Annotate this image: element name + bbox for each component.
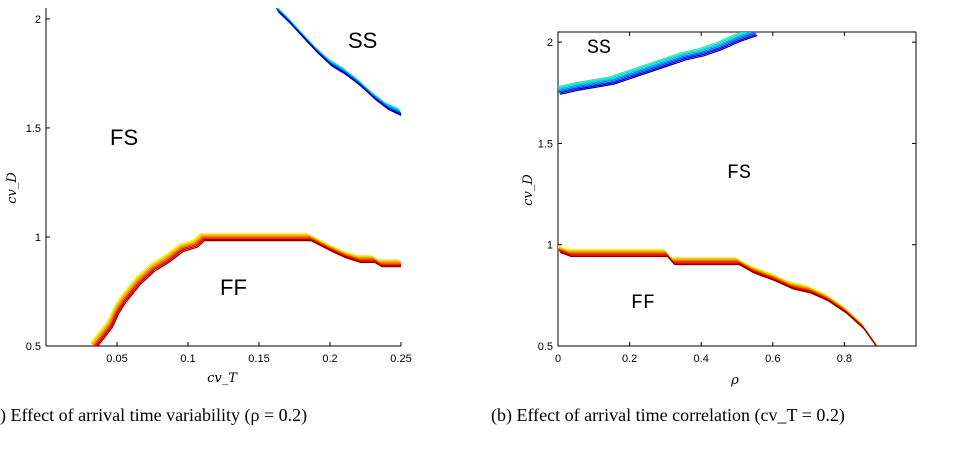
chart-a-series-1-line-6 [97, 240, 401, 346]
chart-b-series-0-line-0 [558, 32, 744, 88]
chart-b: cv_D 0 0.2 0.4 0.6 0.8 0.5 1 1.5 2 SS FS FF ρ [521, 31, 917, 388]
chart-a-series-0-line-3 [275, 8, 401, 114]
chart-b-series-0-line-2 [558, 32, 753, 90]
chart-a-series-1-line-1 [90, 234, 400, 344]
chart-b-region-fs: FS [727, 162, 751, 185]
chart-a-ytick-label: 1.5 [26, 123, 41, 135]
chart-b-ytick-label: 0.5 [538, 341, 553, 353]
chart-a-series-1-line-3 [92, 236, 401, 346]
chart-b-region-ss: SS [587, 37, 611, 60]
chart-a-region-ff: FF [220, 275, 247, 300]
chart-b-xtick-label: 0 [555, 353, 561, 365]
chart-b-series-1-line-6 [559, 251, 877, 346]
chart-b-xtick-label: 0.2 [622, 353, 637, 365]
chart-b-series-0-line-4 [558, 32, 756, 93]
chart-a-region-fs: FS [110, 125, 138, 150]
chart-a-series-0-line-6 [277, 11, 401, 116]
chart-a-series-0-line-4 [276, 8, 401, 115]
chart-a-xtick-label: 0.15 [248, 353, 269, 365]
chart-b-series-1-line-1 [558, 246, 876, 344]
chart-b-series-1-line-4 [558, 249, 878, 346]
chart-a-xlabel: cv_T [207, 371, 238, 386]
chart-a-xtick-label: 0.25 [390, 353, 411, 365]
chart-a-series-1-line-4 [93, 237, 401, 346]
chart-a: cv_D 0.05 0.1 0.15 0.2 0.25 0.5 1 1.5 2 SS FS FF… [5, 8, 412, 386]
chart-a-series-1-line-0 [90, 232, 399, 343]
chart-a-ytick-label: 2 [35, 14, 41, 26]
chart-b-ytick-label: 1 [547, 240, 553, 252]
chart-a-series-1-line-2 [91, 235, 401, 346]
chart-b-series-0-line-1 [558, 32, 749, 89]
chart-b-ylabel: cv_D [521, 174, 536, 206]
chart-b-xtick-label: 0.4 [694, 353, 709, 365]
chart-b-series-0-line-3 [558, 32, 756, 92]
caption-a: (a) Effect of arrival time variability (… [0, 405, 308, 425]
chart-b-region-ff: FF [631, 292, 655, 315]
chart-b-ytick-label: 2 [547, 37, 553, 49]
chart-a-series-1-line-5 [95, 238, 401, 346]
chart-a-xtick-label: 0.2 [322, 353, 337, 365]
chart-b-ytick-label: 1.5 [538, 138, 553, 150]
caption-b: (b) Effect of arrival time correlation (… [491, 405, 845, 425]
chart-a-series-0-line-2 [275, 8, 401, 113]
plot-frame [557, 31, 917, 347]
chart-b-series-0-line-5 [559, 33, 757, 94]
chart-a-ytick-label: 1 [35, 232, 41, 244]
chart-a-xtick-label: 0.05 [106, 353, 127, 365]
chart-a-region-ss: SS [348, 28, 377, 53]
chart-a-series-0-line-1 [276, 8, 400, 111]
chart-b-xtick-label: 0.6 [765, 353, 780, 365]
chart-a-xtick-label: 0.1 [180, 353, 195, 365]
chart-b-series-0-line-6 [560, 35, 758, 95]
chart-b-xlabel: ρ [730, 373, 739, 388]
chart-b-series-1-line-2 [558, 247, 877, 346]
chart-a-series-0-line-5 [277, 9, 401, 116]
chart-a-series-0-line-0 [276, 8, 400, 110]
chart-b-series-1-line-3 [558, 248, 878, 346]
chart-b-xtick-label: 0.8 [837, 353, 852, 365]
chart-a-ytick-label: 0.5 [26, 341, 41, 353]
chart-a-ylabel: cv_D [5, 172, 20, 204]
